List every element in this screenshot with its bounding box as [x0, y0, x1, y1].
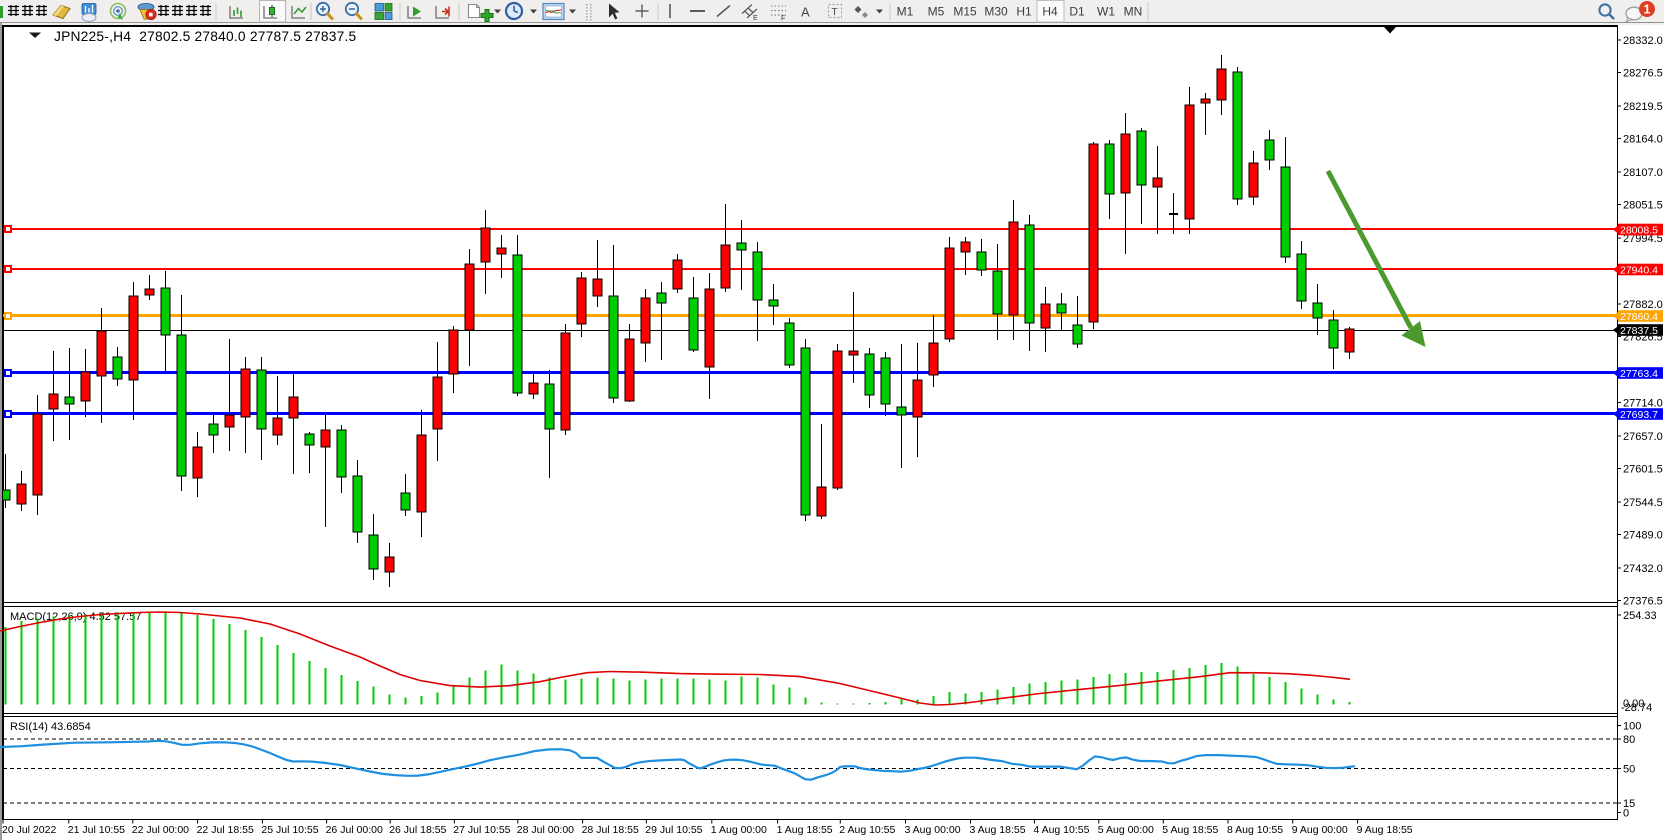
svg-text:26 Jul 18:55: 26 Jul 18:55	[389, 824, 446, 836]
svg-text:27376.5: 27376.5	[1623, 596, 1663, 608]
svg-text:28 Jul 00:00: 28 Jul 00:00	[517, 824, 574, 836]
svg-text:0.00: 0.00	[1623, 698, 1644, 710]
svg-text:M5: M5	[928, 5, 945, 19]
svg-text:28219.5: 28219.5	[1623, 101, 1663, 113]
svg-text:W1: W1	[1097, 5, 1115, 19]
svg-text:9 Aug 18:55: 9 Aug 18:55	[1357, 824, 1413, 836]
svg-text:27657.0: 27657.0	[1623, 431, 1663, 443]
svg-text:5 Aug 18:55: 5 Aug 18:55	[1162, 824, 1218, 836]
svg-text:27714.0: 27714.0	[1623, 398, 1663, 410]
svg-text:28332.0: 28332.0	[1623, 35, 1663, 47]
svg-text:25 Jul 10:55: 25 Jul 10:55	[261, 824, 318, 836]
svg-text:27994.5: 27994.5	[1623, 233, 1663, 245]
svg-text:1 Aug 00:00: 1 Aug 00:00	[711, 824, 767, 836]
svg-text:20 Jul 2022: 20 Jul 2022	[2, 824, 56, 836]
svg-text:4 Aug 10:55: 4 Aug 10:55	[1033, 824, 1089, 836]
svg-text:80: 80	[1623, 734, 1635, 746]
svg-text:27763.4: 27763.4	[1620, 368, 1658, 380]
svg-text:29 Jul 10:55: 29 Jul 10:55	[645, 824, 702, 836]
svg-text:28 Jul 18:55: 28 Jul 18:55	[582, 824, 639, 836]
svg-text:28276.5: 28276.5	[1623, 68, 1663, 80]
svg-text:1: 1	[1644, 3, 1651, 17]
svg-text:H1: H1	[1016, 5, 1032, 19]
svg-text:27 Jul 10:55: 27 Jul 10:55	[453, 824, 510, 836]
svg-text:1 Aug 18:55: 1 Aug 18:55	[777, 824, 833, 836]
svg-text:27489.0: 27489.0	[1623, 530, 1663, 542]
svg-text:28164.0: 28164.0	[1623, 134, 1663, 146]
svg-text:T: T	[832, 7, 838, 18]
svg-text:27601.5: 27601.5	[1623, 464, 1663, 476]
svg-text:D1: D1	[1069, 5, 1085, 19]
svg-text:28051.5: 28051.5	[1623, 200, 1663, 212]
svg-text:3 Aug 18:55: 3 Aug 18:55	[970, 824, 1026, 836]
svg-text:0: 0	[1623, 808, 1629, 820]
svg-text:50: 50	[1623, 764, 1635, 776]
svg-text:100: 100	[1623, 721, 1641, 733]
svg-text:-28.74: -28.74	[1621, 702, 1652, 714]
svg-text:8 Aug 10:55: 8 Aug 10:55	[1227, 824, 1283, 836]
svg-text:22 Jul 18:55: 22 Jul 18:55	[197, 824, 254, 836]
svg-text:27860.4: 27860.4	[1620, 311, 1658, 323]
svg-text:JPN225-,H4 27802.5 27840.0 27: JPN225-,H4 27802.5 27840.0 27787.5 27837…	[54, 29, 357, 44]
svg-text:3 Aug 00:00: 3 Aug 00:00	[905, 824, 961, 836]
svg-text:22 Jul 00:00: 22 Jul 00:00	[132, 824, 189, 836]
svg-text:21 Jul 10:55: 21 Jul 10:55	[68, 824, 125, 836]
svg-text:28008.5: 28008.5	[1620, 225, 1658, 237]
svg-text:5 Aug 00:00: 5 Aug 00:00	[1098, 824, 1154, 836]
svg-text:9 Aug 00:00: 9 Aug 00:00	[1292, 824, 1348, 836]
svg-text:E: E	[753, 15, 758, 22]
svg-text:27432.0: 27432.0	[1623, 563, 1663, 575]
svg-text:28107.0: 28107.0	[1623, 167, 1663, 179]
svg-text:M30: M30	[984, 5, 1008, 19]
svg-text:27693.7: 27693.7	[1620, 409, 1658, 421]
svg-text:15: 15	[1623, 798, 1635, 810]
svg-text:RSI(14) 43.6854: RSI(14) 43.6854	[10, 721, 91, 733]
svg-text:MN: MN	[1124, 5, 1143, 19]
svg-text:27882.0: 27882.0	[1623, 299, 1663, 311]
svg-text:26 Jul 00:00: 26 Jul 00:00	[326, 824, 383, 836]
svg-text:H4: H4	[1042, 5, 1058, 19]
svg-text:F: F	[781, 16, 785, 23]
svg-text:M15: M15	[953, 5, 977, 19]
svg-text:27837.5: 27837.5	[1620, 325, 1658, 337]
svg-text:M1: M1	[897, 5, 914, 19]
svg-text:A: A	[801, 5, 810, 20]
svg-text:2 Aug 10:55: 2 Aug 10:55	[839, 824, 895, 836]
svg-text:27544.5: 27544.5	[1623, 497, 1663, 509]
svg-text:254.33: 254.33	[1623, 610, 1657, 622]
svg-text:27940.4: 27940.4	[1620, 265, 1658, 277]
